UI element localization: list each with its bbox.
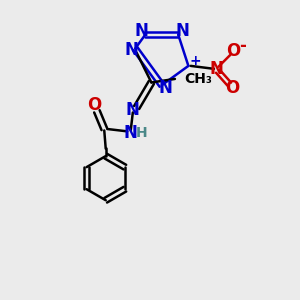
Text: -: - [239, 37, 246, 55]
Text: N: N [124, 124, 138, 142]
Text: N: N [126, 101, 140, 119]
Text: N: N [135, 22, 148, 40]
Text: O: O [226, 42, 241, 60]
Text: O: O [87, 96, 101, 114]
Text: CH₃: CH₃ [184, 72, 212, 86]
Text: N: N [159, 79, 173, 97]
Text: N: N [175, 22, 189, 40]
Text: N: N [209, 60, 223, 78]
Text: +: + [190, 54, 202, 68]
Text: N: N [124, 41, 138, 59]
Text: H: H [136, 126, 148, 140]
Text: O: O [225, 79, 240, 97]
